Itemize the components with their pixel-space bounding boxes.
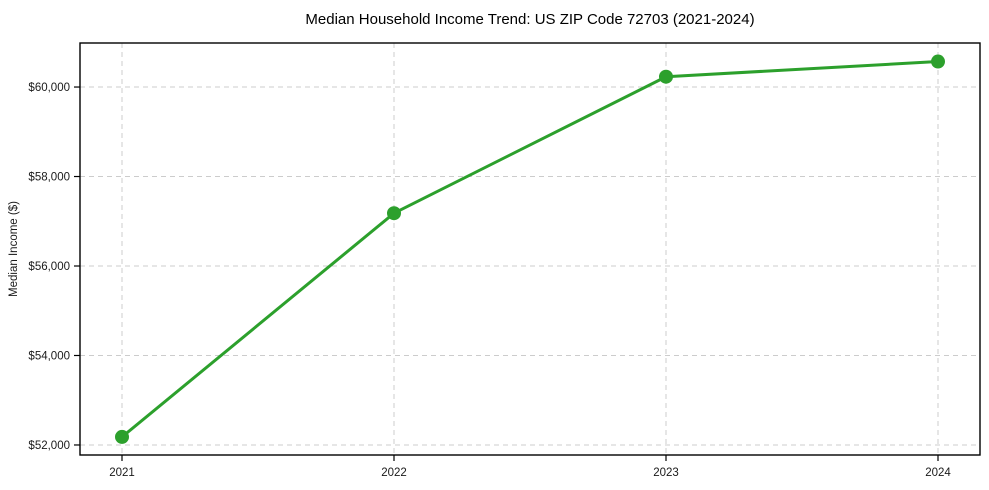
y-tick-label: $58,000 — [28, 172, 70, 184]
y-tick-label: $54,000 — [28, 350, 70, 362]
chart-title: Median Household Income Trend: US ZIP Co… — [305, 11, 754, 28]
data-point — [931, 54, 945, 69]
trend-line — [120, 60, 940, 439]
x-tick-label: 2021 — [109, 467, 135, 479]
axes: $52,000 $54,000 $56,000 $58,000 $60,000 2021 2… — [28, 82, 951, 479]
data-point — [115, 429, 129, 444]
y-tick-label: $60,000 — [28, 82, 70, 94]
x-tick-label: 2022 — [381, 467, 407, 479]
data-point — [659, 69, 673, 84]
y-axis-label: Median Income ($) — [8, 201, 20, 297]
plot-border — [79, 42, 981, 456]
x-tick-label: 2023 — [653, 467, 679, 479]
y-tick-label: $52,000 — [28, 440, 70, 452]
x-tick-label: 2024 — [925, 467, 951, 479]
line-series — [115, 54, 945, 444]
y-tick-label: $56,000 — [28, 261, 70, 273]
gridlines — [80, 43, 980, 455]
data-point — [387, 206, 401, 221]
